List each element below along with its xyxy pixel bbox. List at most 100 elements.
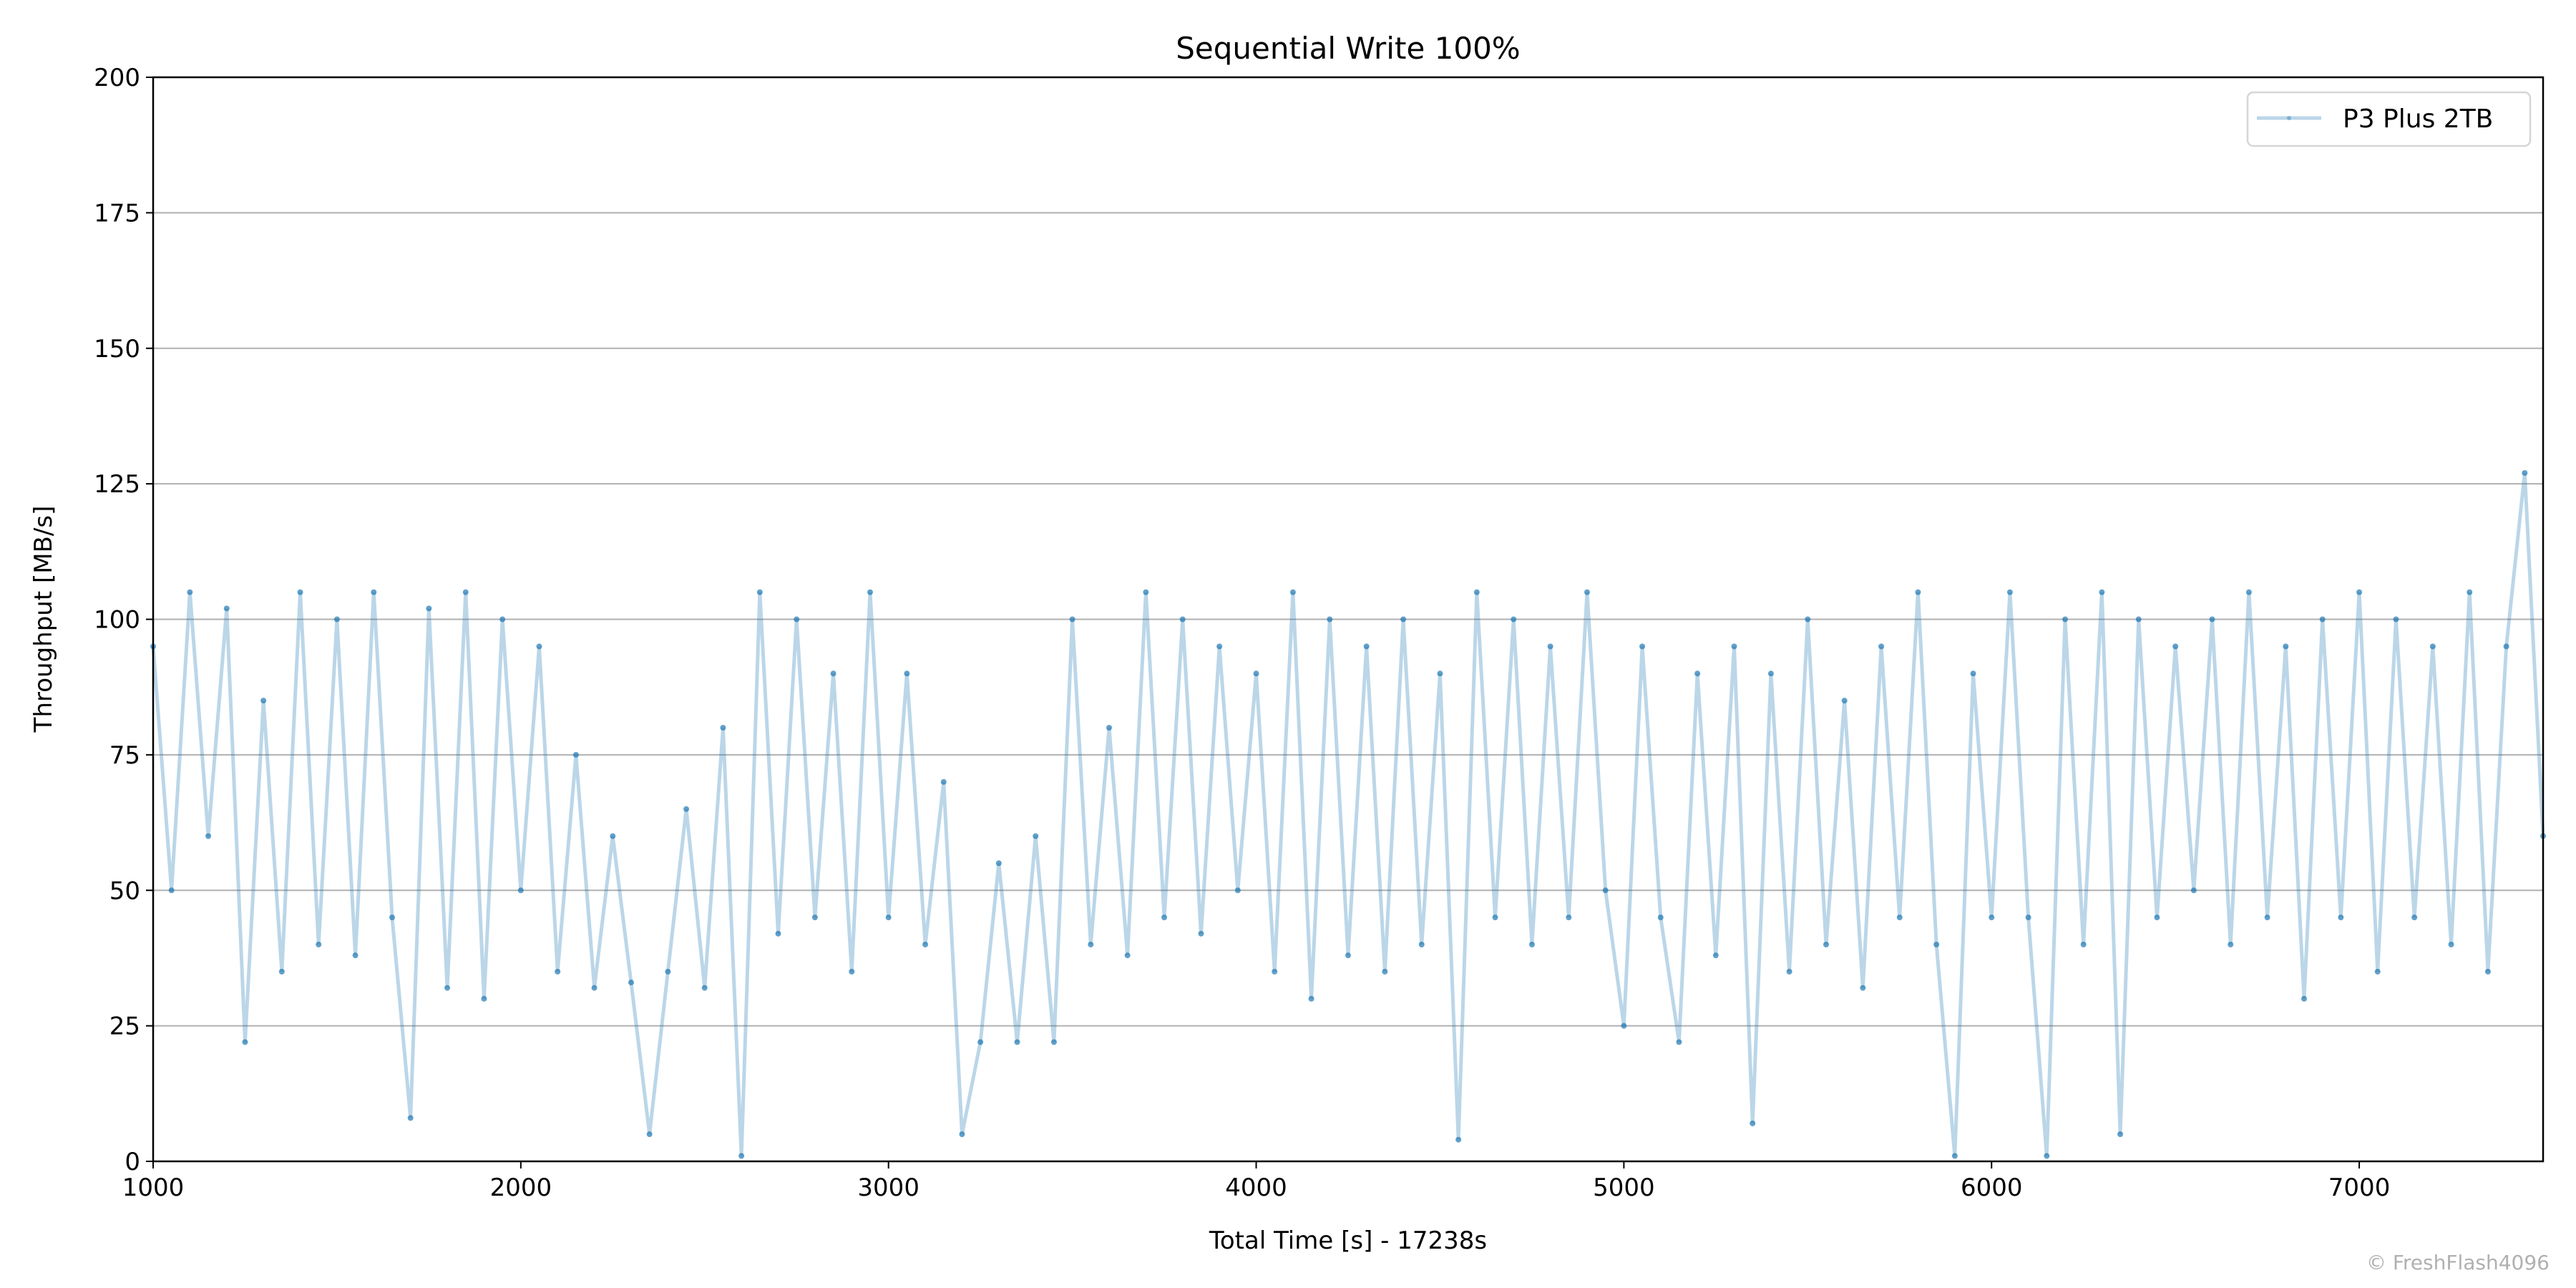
data-point [2484,968,2491,975]
data-point [1234,887,1241,894]
x-tick-label: 1000 [122,1174,185,1202]
data-point [1676,1039,1682,1045]
data-point [2301,995,2307,1002]
legend-box [2246,91,2532,147]
data-point [2245,589,2252,595]
data-point [849,968,855,975]
data-point [2209,616,2215,623]
data-point [830,670,836,677]
data-point [371,589,377,595]
legend: P3 Plus 2TB [2246,91,2532,147]
data-point [278,968,285,975]
data-point [1584,589,1590,595]
data-point [628,980,634,986]
data-point [1033,833,1039,839]
data-point [2393,616,2399,623]
data-point [1069,616,1075,623]
data-point [1878,643,1885,650]
data-point [389,914,395,921]
data-point [683,806,690,812]
data-point [1841,698,1848,704]
data-point [1823,942,1829,947]
data-point [2117,1131,2124,1138]
y-tick-label: 0 [125,1148,140,1176]
data-point [1970,670,1976,677]
data-point [407,1115,414,1121]
data-point [1511,616,1517,623]
data-point [536,643,542,650]
data-point [352,952,358,959]
data-point [1566,914,1572,921]
data-point [572,751,579,758]
data-point [2025,914,2031,921]
data-point [2080,942,2087,947]
data-point [187,589,193,595]
y-axis-label: Throughput [MB/s] [29,506,58,733]
data-point [1805,616,1811,623]
data-point [2006,589,2013,595]
data-point [2283,643,2289,650]
data-point [1712,952,1719,959]
data-point [1363,643,1370,650]
data-point [2135,616,2142,623]
data-point [1602,887,1609,894]
data-point [2172,643,2179,650]
legend-label: P3 Plus 2TB [2343,104,2493,134]
x-tick-label: 7000 [2328,1174,2391,1202]
data-point [1657,914,1664,921]
data-point [1933,942,1940,947]
data-point [1143,589,1149,595]
data-point [316,942,322,947]
axis-ticks: 0 25 50 75 100 125 150 175 200 1000 2000 3000 4000 50… [94,64,2390,1202]
data-point [775,930,781,937]
data-point [940,779,947,785]
data-point [1547,643,1553,650]
data-point [333,616,340,623]
y-tick-label: 100 [94,606,140,635]
data-point [1528,942,1535,947]
data-point [1106,725,1112,731]
data-point [1253,670,1259,677]
data-point [1455,1136,1462,1143]
data-point [2154,914,2160,921]
data-point [1951,1153,1958,1159]
data-point [1418,942,1425,947]
data-point [1179,616,1186,623]
data-point [2044,1153,2050,1159]
data-point [1492,914,1498,921]
data-point [1786,968,1792,975]
x-axis-label: Total Time [s] - 17238s [1209,1226,1487,1255]
data-point [426,605,432,612]
data-point [1473,589,1480,595]
data-point [1731,643,1737,650]
data-point [738,1153,745,1159]
data-point [1161,914,1168,921]
data-point [1382,968,1388,975]
data-point [1989,914,1995,921]
data-point [1860,985,1866,991]
data-point [959,1131,965,1138]
data-point [1750,1120,1756,1126]
data-point [1915,589,1921,595]
data-point [1308,995,1314,1002]
y-tick-label: 175 [94,199,140,228]
data-point [1014,1039,1020,1045]
chart-title: Sequential Write 100% [1176,31,1520,66]
data-point [665,968,671,975]
data-point [995,860,1002,867]
data-point [168,887,175,894]
data-point [1198,930,1204,937]
x-tick-label: 4000 [1225,1174,1287,1202]
data-point [1437,670,1443,677]
data-point [904,670,910,677]
data-point [922,942,929,947]
data-point [1400,616,1407,623]
data-point [444,985,451,991]
data-point [260,698,267,704]
data-point [2522,469,2528,476]
data-point [205,833,212,839]
data-point [2503,643,2509,650]
series-p3-plus-2tb [150,469,2546,1159]
series-line [151,472,2545,1156]
